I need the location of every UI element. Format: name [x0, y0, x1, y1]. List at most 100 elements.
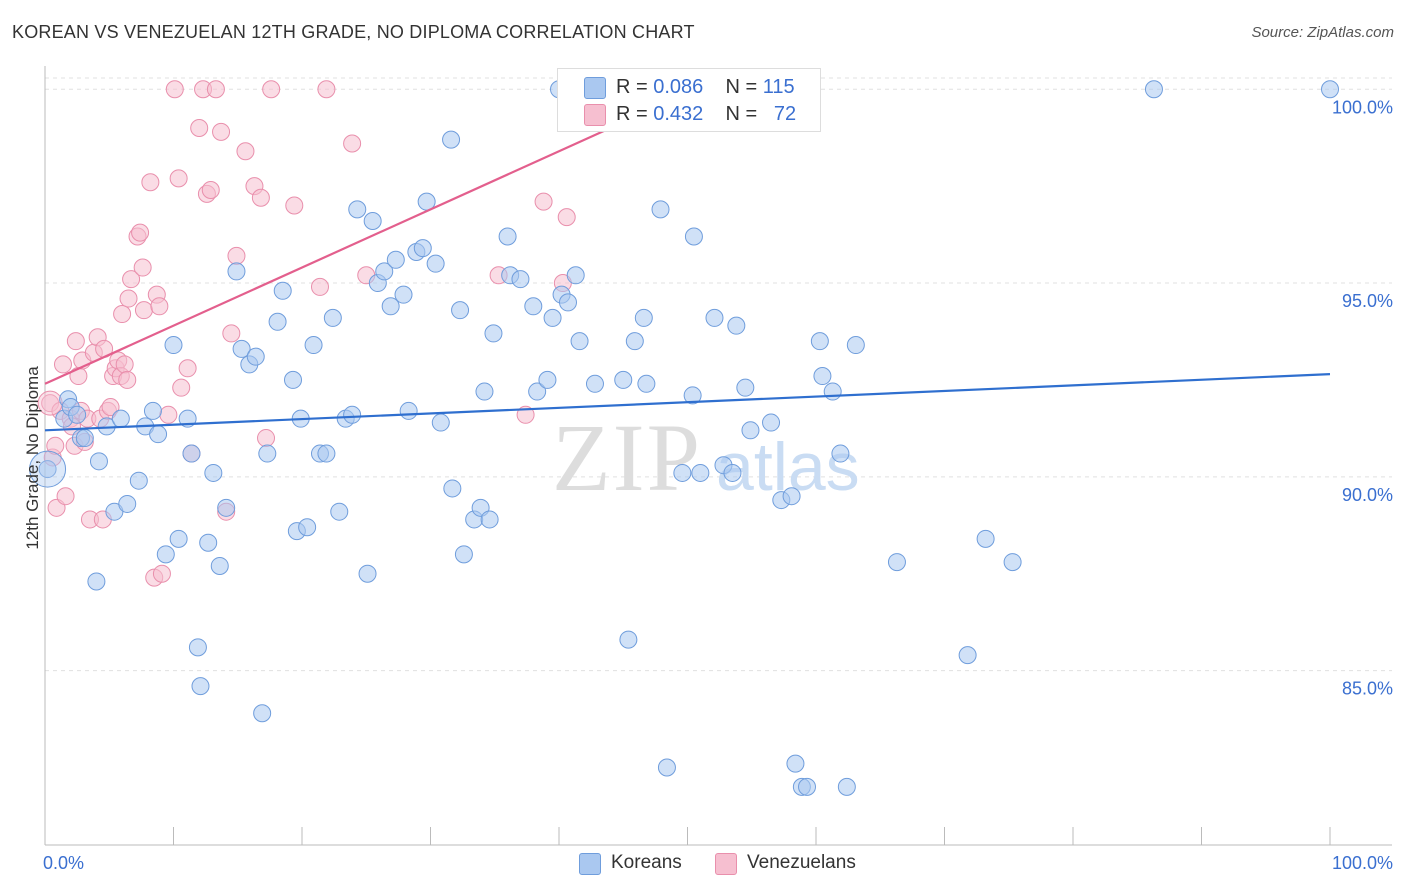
- korean-point: [317, 444, 336, 463]
- korean-point: [143, 401, 162, 420]
- korean-point: [129, 471, 148, 490]
- venezuelan-point: [285, 196, 304, 215]
- venezuelan-point: [119, 289, 138, 308]
- korean-point: [253, 704, 272, 723]
- venezuelan-point: [262, 80, 281, 99]
- korean-point: [451, 301, 470, 320]
- y-axis-label: 12th Grade, No Diploma: [23, 366, 42, 550]
- korean-point: [511, 270, 530, 289]
- korean-point: [431, 413, 450, 432]
- korean-point-large: [29, 450, 67, 488]
- korean-point: [480, 510, 499, 529]
- venezuelan-point: [122, 270, 141, 289]
- korean-point: [149, 425, 168, 444]
- korean-point: [524, 297, 543, 316]
- venezuelan-point: [159, 405, 178, 424]
- korean-point: [348, 200, 367, 219]
- korean-point: [258, 444, 277, 463]
- korean-point: [498, 227, 517, 246]
- venezuelan-point: [101, 398, 120, 417]
- venezuelan-point: [115, 355, 134, 374]
- korean-point: [887, 553, 906, 572]
- venezuelan-point: [113, 305, 132, 324]
- korean-point: [232, 339, 251, 358]
- venezuelan-point: [212, 122, 231, 141]
- venezuelan-point: [134, 301, 153, 320]
- korean-point: [156, 545, 175, 564]
- korean-point: [1003, 553, 1022, 572]
- legend-koreans-n-value: 115: [762, 76, 795, 98]
- venezuelan-point: [343, 134, 362, 153]
- korean-point: [634, 308, 653, 327]
- korean-point: [227, 262, 246, 281]
- korean-point: [691, 463, 710, 482]
- korean-point: [558, 293, 577, 312]
- korean-point: [723, 463, 742, 482]
- legend-swatch-koreans: [584, 77, 606, 99]
- korean-point: [169, 529, 188, 548]
- korean-point: [538, 370, 557, 389]
- y-tick-label: 90.0%: [1342, 485, 1393, 505]
- y-tick-label: 85.0%: [1342, 679, 1393, 699]
- venezuelan-point: [169, 169, 188, 188]
- korean-point: [443, 479, 462, 498]
- korean-point: [343, 405, 362, 424]
- venezuelan-point: [131, 223, 150, 242]
- korean-point: [426, 254, 445, 273]
- korean-point: [585, 374, 604, 393]
- korean-point: [657, 758, 676, 777]
- korean-point: [68, 405, 87, 424]
- korean-point: [375, 262, 394, 281]
- venezuelan-point: [257, 429, 276, 448]
- x-tick-label-max: 100.0%: [1332, 853, 1393, 873]
- venezuelan-point: [53, 355, 72, 374]
- legend-venezuelans-r-value: 0.432: [653, 103, 704, 125]
- bottom-legend-label-venezuelans: Venezuelans: [747, 852, 856, 873]
- korean-point: [304, 336, 323, 355]
- korean-point: [246, 347, 265, 366]
- venezuelan-point: [222, 324, 241, 343]
- korean-point: [976, 529, 995, 548]
- korean-point: [111, 409, 130, 428]
- korean-point: [684, 227, 703, 246]
- venezuelan-point: [206, 80, 225, 99]
- venezuelan-point: [56, 487, 75, 506]
- legend-swatch-venezuelans: [584, 104, 606, 126]
- korean-point: [823, 382, 842, 401]
- venezuelan-point: [251, 188, 270, 207]
- korean-point: [188, 638, 207, 657]
- korean-point: [118, 494, 137, 513]
- korean-point: [381, 297, 400, 316]
- korean-point: [284, 370, 303, 389]
- venezuelan-point: [172, 378, 191, 397]
- korean-point: [330, 502, 349, 521]
- venezuelan-point: [190, 119, 209, 138]
- venezuelan-point: [141, 173, 160, 192]
- korean-point: [651, 200, 670, 219]
- korean-point: [837, 777, 856, 796]
- korean-point: [358, 564, 377, 583]
- x-tick-label-min: 0.0%: [43, 853, 84, 873]
- korean-point: [813, 367, 832, 386]
- korean-point: [323, 308, 342, 327]
- korean-point: [831, 444, 850, 463]
- legend-venezuelans-n-value: 72: [773, 103, 797, 125]
- korean-point: [182, 444, 201, 463]
- korean-point: [958, 646, 977, 665]
- venezuelan-point: [69, 367, 88, 386]
- korean-point: [736, 378, 755, 397]
- venezuelan-point: [152, 564, 171, 583]
- korean-point: [386, 250, 405, 269]
- korean-point: [673, 463, 692, 482]
- venezuelan-point: [201, 181, 220, 200]
- venezuelan-point: [66, 332, 85, 351]
- legend-venezuelans-r-label: R =: [616, 103, 648, 125]
- korean-point: [38, 460, 57, 479]
- korean-point: [484, 324, 503, 343]
- korean-point: [1321, 80, 1339, 99]
- korean-point: [619, 630, 638, 649]
- korean-point: [741, 421, 760, 440]
- chart-source: Source: ZipAtlas.com: [1251, 24, 1394, 41]
- korean-point: [614, 370, 633, 389]
